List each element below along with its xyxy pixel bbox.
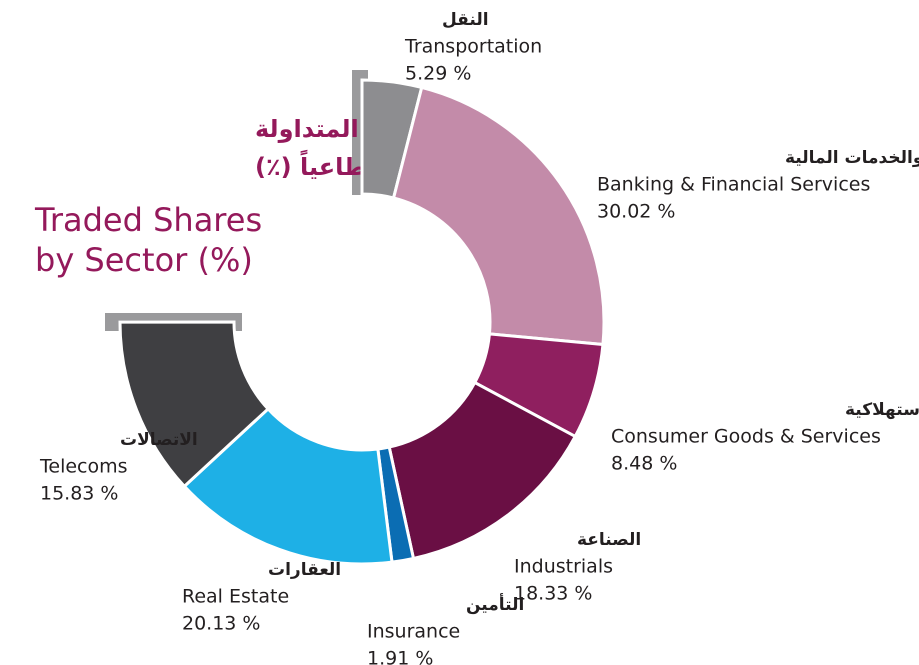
label-ar: البنوك والخدمات المالية bbox=[785, 148, 919, 168]
label-ar: الصناعة bbox=[577, 530, 641, 550]
label-ar: النقل bbox=[442, 10, 489, 30]
label: Industrials bbox=[514, 556, 613, 578]
slice bbox=[391, 85, 606, 347]
label-ar: التأمين bbox=[466, 593, 524, 615]
slice bbox=[182, 406, 394, 566]
value-label: 8.48 % bbox=[611, 453, 677, 475]
label-ar: العقارات bbox=[268, 560, 341, 580]
value-label: 5.29 % bbox=[405, 63, 471, 85]
value-label: 18.33 % bbox=[514, 583, 593, 605]
title: by Sector (%) bbox=[35, 241, 253, 279]
label: Insurance bbox=[367, 621, 460, 643]
label-ar: الخدمات والسلع الاستهلاكية bbox=[845, 400, 919, 420]
label: Real Estate bbox=[182, 586, 289, 608]
value-label: 20.13 % bbox=[182, 613, 261, 635]
slice bbox=[118, 320, 271, 489]
title: Traded Shares bbox=[34, 201, 262, 239]
label: Transportation bbox=[404, 36, 542, 58]
value-label: 1.91 % bbox=[367, 648, 433, 665]
label-ar: الاتصالات bbox=[120, 430, 198, 450]
label: Banking & Financial Services bbox=[597, 174, 870, 196]
label: Consumer Goods & Services bbox=[611, 426, 881, 448]
value-label: 15.83 % bbox=[40, 483, 119, 505]
label: Telecoms bbox=[39, 456, 128, 478]
slice bbox=[387, 380, 578, 561]
value-label: 30.02 % bbox=[597, 201, 676, 223]
